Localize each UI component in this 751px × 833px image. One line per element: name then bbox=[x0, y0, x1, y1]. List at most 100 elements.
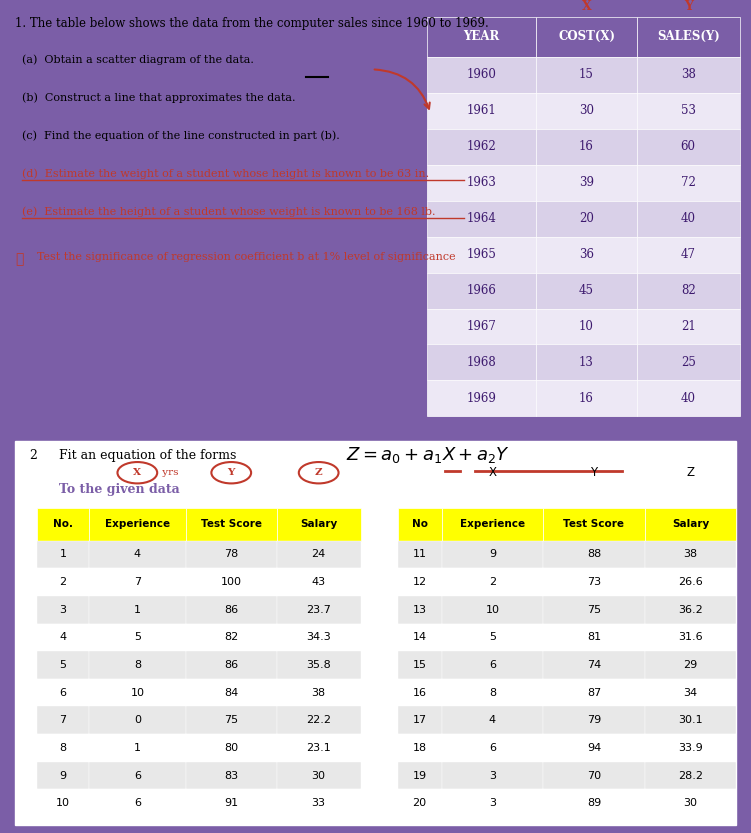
Text: 6: 6 bbox=[59, 687, 66, 697]
Text: 23.1: 23.1 bbox=[306, 743, 331, 753]
Text: 73: 73 bbox=[587, 577, 601, 587]
FancyBboxPatch shape bbox=[397, 790, 442, 817]
FancyBboxPatch shape bbox=[89, 508, 186, 541]
Text: 23.7: 23.7 bbox=[306, 605, 331, 615]
Text: Fit an equation of the forms: Fit an equation of the forms bbox=[59, 449, 237, 462]
Text: 1: 1 bbox=[134, 605, 141, 615]
Text: 2: 2 bbox=[59, 577, 66, 587]
Text: 33.9: 33.9 bbox=[678, 743, 703, 753]
Text: Z: Z bbox=[315, 468, 322, 477]
Text: 100: 100 bbox=[221, 577, 242, 587]
FancyBboxPatch shape bbox=[89, 651, 186, 679]
FancyBboxPatch shape bbox=[442, 679, 543, 706]
Text: 40: 40 bbox=[680, 392, 695, 405]
Text: 3: 3 bbox=[489, 771, 496, 781]
Text: 18: 18 bbox=[412, 743, 427, 753]
FancyBboxPatch shape bbox=[637, 57, 740, 92]
Text: X: X bbox=[488, 466, 496, 479]
Text: 16: 16 bbox=[412, 687, 427, 697]
FancyBboxPatch shape bbox=[543, 624, 644, 651]
Text: 9: 9 bbox=[59, 771, 66, 781]
Text: 10: 10 bbox=[485, 605, 499, 615]
FancyBboxPatch shape bbox=[186, 706, 276, 734]
Text: 20: 20 bbox=[412, 798, 427, 808]
FancyBboxPatch shape bbox=[276, 679, 360, 706]
Text: X: X bbox=[582, 0, 592, 12]
FancyBboxPatch shape bbox=[427, 345, 536, 381]
Text: 36.2: 36.2 bbox=[678, 605, 703, 615]
FancyBboxPatch shape bbox=[536, 57, 637, 92]
FancyBboxPatch shape bbox=[637, 165, 740, 201]
Text: 80: 80 bbox=[225, 743, 238, 753]
FancyBboxPatch shape bbox=[644, 568, 736, 596]
FancyBboxPatch shape bbox=[276, 568, 360, 596]
FancyBboxPatch shape bbox=[543, 508, 644, 541]
FancyBboxPatch shape bbox=[442, 541, 543, 568]
FancyBboxPatch shape bbox=[276, 651, 360, 679]
Text: 82: 82 bbox=[224, 632, 238, 642]
Text: 1967: 1967 bbox=[467, 320, 496, 333]
Text: Y: Y bbox=[228, 468, 235, 477]
FancyBboxPatch shape bbox=[37, 761, 89, 790]
Text: 28.2: 28.2 bbox=[678, 771, 703, 781]
Text: 26.6: 26.6 bbox=[678, 577, 703, 587]
Text: 31.6: 31.6 bbox=[678, 632, 703, 642]
FancyBboxPatch shape bbox=[37, 541, 89, 568]
Text: 3: 3 bbox=[59, 605, 66, 615]
FancyBboxPatch shape bbox=[89, 706, 186, 734]
Text: Z: Z bbox=[686, 466, 695, 479]
Text: 82: 82 bbox=[681, 284, 695, 297]
Text: 47: 47 bbox=[680, 248, 695, 261]
FancyBboxPatch shape bbox=[637, 92, 740, 128]
FancyBboxPatch shape bbox=[89, 790, 186, 817]
Text: 1968: 1968 bbox=[467, 356, 496, 369]
FancyBboxPatch shape bbox=[644, 651, 736, 679]
FancyBboxPatch shape bbox=[637, 272, 740, 308]
Text: 2: 2 bbox=[29, 449, 38, 462]
FancyBboxPatch shape bbox=[543, 596, 644, 624]
Text: yrs: yrs bbox=[159, 468, 179, 477]
Text: SALES(Y): SALES(Y) bbox=[657, 30, 719, 43]
Text: 20: 20 bbox=[579, 212, 594, 225]
Text: 78: 78 bbox=[224, 550, 238, 560]
Text: 60: 60 bbox=[680, 140, 695, 153]
FancyBboxPatch shape bbox=[397, 541, 442, 568]
FancyBboxPatch shape bbox=[37, 651, 89, 679]
Text: 38: 38 bbox=[680, 68, 695, 82]
FancyBboxPatch shape bbox=[442, 508, 543, 541]
FancyBboxPatch shape bbox=[186, 679, 276, 706]
Text: No.: No. bbox=[53, 520, 73, 530]
Text: 19: 19 bbox=[412, 771, 427, 781]
FancyBboxPatch shape bbox=[644, 706, 736, 734]
FancyBboxPatch shape bbox=[427, 17, 536, 57]
FancyBboxPatch shape bbox=[536, 272, 637, 308]
FancyBboxPatch shape bbox=[644, 790, 736, 817]
Text: 9: 9 bbox=[489, 550, 496, 560]
FancyBboxPatch shape bbox=[397, 508, 442, 541]
FancyBboxPatch shape bbox=[37, 790, 89, 817]
Text: 75: 75 bbox=[225, 716, 238, 726]
Text: 79: 79 bbox=[587, 716, 601, 726]
Text: 45: 45 bbox=[579, 284, 594, 297]
FancyBboxPatch shape bbox=[89, 568, 186, 596]
Text: (a)  Obtain a scatter diagram of the data.: (a) Obtain a scatter diagram of the data… bbox=[23, 55, 254, 65]
FancyBboxPatch shape bbox=[397, 624, 442, 651]
Text: (e)  Estimate the height of a student whose weight is known to be 168 lb.: (e) Estimate the height of a student who… bbox=[23, 206, 436, 217]
Text: 5: 5 bbox=[489, 632, 496, 642]
Text: 7: 7 bbox=[134, 577, 141, 587]
Text: 7: 7 bbox=[59, 716, 66, 726]
Text: 1965: 1965 bbox=[467, 248, 496, 261]
Text: Test the significance of regression coefficient b at 1% level of significance: Test the significance of regression coef… bbox=[37, 252, 456, 262]
FancyBboxPatch shape bbox=[536, 308, 637, 345]
Text: 8: 8 bbox=[134, 660, 141, 670]
Text: Y: Y bbox=[683, 0, 692, 12]
FancyBboxPatch shape bbox=[37, 706, 89, 734]
Text: To the given data: To the given data bbox=[59, 482, 179, 496]
FancyBboxPatch shape bbox=[644, 624, 736, 651]
Text: 40: 40 bbox=[680, 212, 695, 225]
Text: 38: 38 bbox=[312, 687, 326, 697]
FancyBboxPatch shape bbox=[536, 165, 637, 201]
Text: 22.2: 22.2 bbox=[306, 716, 331, 726]
Text: $Z = a_0 + a_1 X + a_2 Y$: $Z = a_0 + a_1 X + a_2 Y$ bbox=[346, 445, 510, 465]
Text: 43: 43 bbox=[312, 577, 326, 587]
